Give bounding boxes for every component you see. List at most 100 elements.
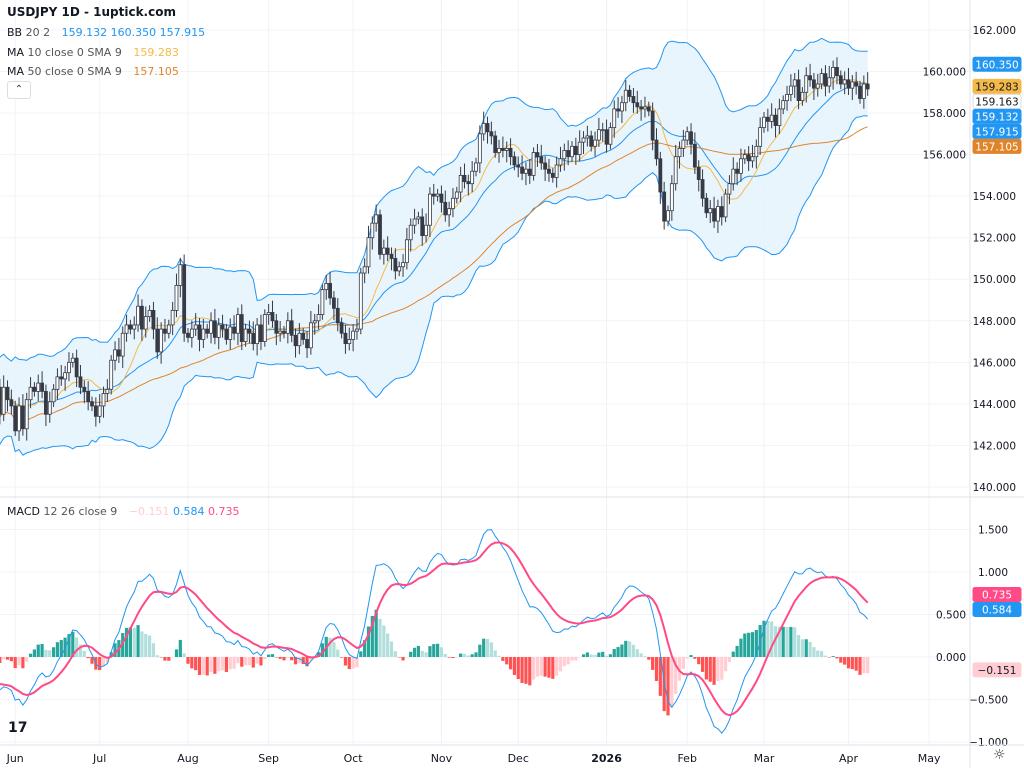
badge-bg xyxy=(972,587,1022,603)
tradingview-logo[interactable]: 17 xyxy=(8,720,28,736)
badge-bg xyxy=(972,78,1022,94)
candle xyxy=(765,108,770,132)
candle-body xyxy=(831,66,836,79)
candle xyxy=(800,87,805,106)
macd-histogram-bar xyxy=(685,657,689,659)
candle xyxy=(458,166,463,203)
candle xyxy=(86,381,91,411)
macd-histogram-bar xyxy=(670,657,674,709)
macd-histogram-bar xyxy=(716,657,720,682)
candle xyxy=(781,95,786,115)
candle-body xyxy=(865,83,870,90)
macd-histogram-bar xyxy=(274,657,278,658)
macd-signal-value: 0.735 xyxy=(208,505,240,518)
candle-body xyxy=(351,330,356,340)
candle-body xyxy=(669,183,674,212)
bb-upper-value: 160.350 xyxy=(110,26,157,39)
macd-histogram-bar xyxy=(247,657,252,666)
candle-body xyxy=(804,75,809,93)
candle xyxy=(178,257,183,298)
macd-histogram-bar xyxy=(347,657,351,670)
collapse-legend-button[interactable]: ⌃ xyxy=(7,81,31,99)
gear-icon[interactable]: ☼ xyxy=(993,747,1006,763)
candle-body xyxy=(374,214,379,224)
candle-body xyxy=(662,191,667,222)
candle-body xyxy=(151,309,156,330)
candle xyxy=(643,96,647,118)
candle xyxy=(547,158,551,182)
candle xyxy=(228,318,233,350)
legend-ma50[interactable]: MA 50 close 0 SMA 9 157.105 xyxy=(7,65,179,78)
legend-macd[interactable]: MACD 12 26 close 9 −0.151 0.584 0.735 xyxy=(7,505,240,518)
candle-body xyxy=(328,282,332,299)
candle xyxy=(470,161,475,193)
time-tick-label: Jun xyxy=(6,752,24,765)
macd-histogram-bar xyxy=(71,631,75,657)
price-tick-label: 148.000 xyxy=(973,316,1016,328)
legend-ma10[interactable]: MA 10 close 0 SMA 9 159.283 xyxy=(7,46,179,59)
macd-histogram-bar xyxy=(282,657,286,661)
candle-body xyxy=(335,307,340,324)
macd-histogram-bar xyxy=(616,647,620,657)
candle xyxy=(343,324,348,354)
candle-body xyxy=(477,133,482,164)
macd-histogram-bar xyxy=(424,652,428,657)
candle-body xyxy=(13,405,18,432)
badge-bg xyxy=(972,108,1022,124)
candle-body xyxy=(497,147,501,153)
candle-body xyxy=(566,150,571,158)
macd-histogram-bar xyxy=(75,637,79,657)
candle xyxy=(739,148,743,182)
macd-histogram-bar xyxy=(539,657,543,676)
macd-histogram-bar xyxy=(581,654,586,657)
candle xyxy=(297,323,302,355)
macd-histogram-bar xyxy=(585,652,589,657)
candle-body xyxy=(239,314,244,342)
macd-histogram-bar xyxy=(259,657,263,666)
candle xyxy=(685,126,690,146)
candle xyxy=(301,328,306,345)
macd-histogram-bar xyxy=(290,657,294,661)
candle xyxy=(55,368,60,400)
candle xyxy=(447,201,452,227)
candle-body xyxy=(232,326,236,334)
candle xyxy=(259,314,263,351)
macd-histogram-bar xyxy=(201,657,205,675)
candle xyxy=(700,169,705,207)
candle-body xyxy=(823,73,828,87)
candle xyxy=(543,156,548,181)
candle-body xyxy=(439,193,444,203)
candle xyxy=(819,68,824,90)
macd-histogram-bar xyxy=(689,655,693,657)
macd-histogram-bar xyxy=(197,657,202,675)
candle-body xyxy=(205,328,210,334)
candle xyxy=(109,355,114,395)
candle-body xyxy=(270,312,275,322)
price-tick-label: 146.000 xyxy=(973,357,1016,369)
candle xyxy=(44,384,48,427)
candle xyxy=(51,384,56,407)
candle-body xyxy=(716,206,720,222)
legend-bb[interactable]: BB 20 2 159.132 160.350 157.915 xyxy=(7,26,205,39)
macd-histogram-bar xyxy=(612,648,616,657)
candle xyxy=(854,71,859,95)
macd-histogram-bar xyxy=(220,657,225,671)
macd-histogram-bar xyxy=(831,656,835,657)
macd-histogram-bar xyxy=(412,647,417,657)
candle xyxy=(293,328,298,358)
macd-histogram-bar xyxy=(301,657,305,665)
macd-histogram-bar xyxy=(459,653,463,657)
macd-histogram-bar xyxy=(474,652,478,657)
candle-body xyxy=(355,328,359,332)
macd-histogram-bar xyxy=(862,657,866,674)
macd-histogram-bar xyxy=(570,657,574,661)
candle-body xyxy=(28,386,33,401)
bb-label: BB xyxy=(7,26,23,39)
candle-body xyxy=(251,332,256,345)
candle-body xyxy=(105,388,110,394)
candle xyxy=(316,304,321,330)
macd-histogram-bar xyxy=(785,627,789,657)
macd-histogram-bar xyxy=(451,657,455,659)
candle-body xyxy=(708,208,713,214)
